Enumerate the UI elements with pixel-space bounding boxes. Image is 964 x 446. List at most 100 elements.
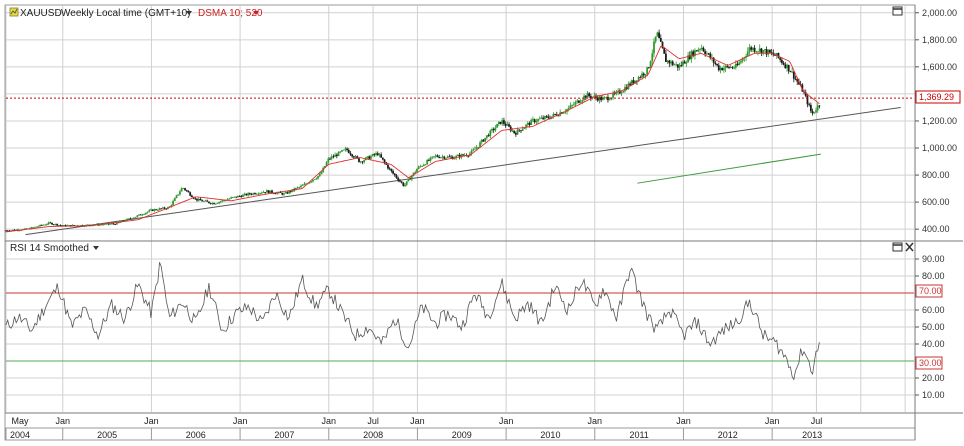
dsma-layer[interactable] — [5, 45, 820, 233]
candle-body[interactable] — [630, 80, 633, 86]
candle-body[interactable] — [358, 158, 360, 163]
candle-body[interactable] — [129, 218, 132, 220]
candle-body[interactable] — [61, 225, 64, 227]
candle-body[interactable] — [175, 195, 178, 199]
candle-body[interactable] — [136, 215, 139, 217]
candle-body[interactable] — [487, 135, 490, 137]
support-trendline[interactable] — [25, 106, 901, 236]
candle-body[interactable] — [421, 166, 423, 167]
candle-body[interactable] — [491, 129, 493, 131]
candle-body[interactable] — [63, 225, 65, 226]
candle-body[interactable] — [741, 58, 744, 62]
candle-body[interactable] — [784, 64, 787, 69]
candle-body[interactable] — [509, 126, 512, 131]
candle-body[interactable] — [763, 49, 766, 51]
candle-body[interactable] — [209, 203, 212, 204]
candle-body[interactable] — [308, 182, 311, 184]
trendline-layer[interactable] — [25, 106, 901, 236]
candle-body[interactable] — [758, 48, 761, 52]
candle-body[interactable] — [189, 192, 192, 196]
candle-body[interactable] — [649, 61, 652, 68]
candle-body[interactable] — [339, 151, 342, 153]
candle-body[interactable] — [359, 161, 362, 163]
candle-body[interactable] — [750, 47, 753, 50]
candle-body[interactable] — [733, 67, 736, 69]
candle-body[interactable] — [71, 224, 74, 227]
candle-body[interactable] — [593, 95, 596, 97]
candle-body[interactable] — [330, 156, 333, 159]
candle-body[interactable] — [184, 188, 186, 191]
candle-body[interactable] — [637, 77, 640, 82]
candle-body[interactable] — [651, 53, 654, 62]
candle-body[interactable] — [141, 214, 144, 216]
candle-body[interactable] — [670, 61, 672, 64]
candle-body[interactable] — [673, 64, 676, 66]
candle-body[interactable] — [777, 53, 780, 58]
rsi-layer[interactable] — [5, 262, 820, 381]
candle-body[interactable] — [479, 142, 481, 147]
candle-body[interactable] — [753, 47, 756, 52]
candle-body[interactable] — [714, 62, 717, 64]
caret-down-icon[interactable] — [93, 246, 99, 250]
candle-body[interactable] — [252, 193, 255, 195]
candle-body[interactable] — [363, 160, 365, 163]
candle-body[interactable] — [380, 154, 383, 158]
rsi-line[interactable] — [5, 262, 820, 381]
candle-body[interactable] — [276, 192, 279, 194]
candle-body[interactable] — [787, 64, 790, 72]
candle-body[interactable] — [589, 96, 592, 99]
candle-body[interactable] — [665, 53, 667, 62]
candle-body[interactable] — [462, 154, 464, 156]
candle-body[interactable] — [439, 157, 442, 158]
candle-body[interactable] — [172, 200, 175, 205]
candle-body[interactable] — [264, 192, 267, 193]
candle-body[interactable] — [315, 178, 318, 180]
candle-body[interactable] — [228, 198, 231, 200]
candle-body[interactable] — [474, 148, 476, 150]
candle-body[interactable] — [736, 63, 739, 66]
candle-body[interactable] — [533, 119, 536, 123]
candle-body[interactable] — [356, 156, 359, 159]
candle-body[interactable] — [155, 209, 157, 211]
candle-body[interactable] — [596, 97, 599, 101]
candle-body[interactable] — [571, 105, 574, 106]
candle-body[interactable] — [346, 148, 348, 150]
candle-body[interactable] — [163, 207, 166, 209]
candle-body[interactable] — [223, 200, 226, 202]
candle-body[interactable] — [230, 197, 232, 199]
candle-body[interactable] — [119, 222, 122, 223]
candle-body[interactable] — [254, 193, 256, 195]
candle-body[interactable] — [109, 223, 111, 225]
candle-body[interactable] — [361, 161, 364, 163]
candle-body[interactable] — [341, 150, 343, 152]
candle-body[interactable] — [779, 57, 782, 60]
candle-body[interactable] — [237, 195, 239, 198]
candle-body[interactable] — [11, 229, 14, 231]
candle-body[interactable] — [242, 194, 244, 197]
candle-body[interactable] — [6, 230, 9, 232]
candle-body[interactable] — [809, 104, 812, 112]
candle-body[interactable] — [523, 127, 526, 130]
candle-body[interactable] — [789, 71, 792, 72]
rsi-axis[interactable]: 90.00 80.00 60.00 50.00 40.00 20.00 10.00 — [915, 254, 945, 400]
candle-body[interactable] — [475, 147, 478, 149]
candle-body[interactable] — [705, 53, 708, 55]
candle-body[interactable] — [32, 227, 35, 229]
candle-body[interactable] — [393, 173, 396, 176]
candle-body[interactable] — [332, 156, 335, 158]
candle-body[interactable] — [146, 211, 149, 213]
candle-body[interactable] — [284, 192, 287, 194]
candle-body[interactable] — [250, 194, 253, 195]
candle-body[interactable] — [721, 67, 724, 71]
candle-body[interactable] — [694, 50, 696, 56]
candle-body[interactable] — [310, 181, 313, 183]
candle-body[interactable] — [300, 185, 302, 188]
candle-body[interactable] — [23, 228, 26, 230]
candle-body[interactable] — [497, 121, 500, 125]
time-axis[interactable]: May Jan Jan Jan Jan Jul Jan Jan Jan Jan Jan Jul 2004… — [5, 416, 822, 440]
candle-body[interactable] — [678, 65, 681, 68]
candle-body[interactable] — [431, 156, 434, 158]
candle-body[interactable] — [148, 210, 151, 212]
candle-body[interactable] — [132, 217, 135, 219]
